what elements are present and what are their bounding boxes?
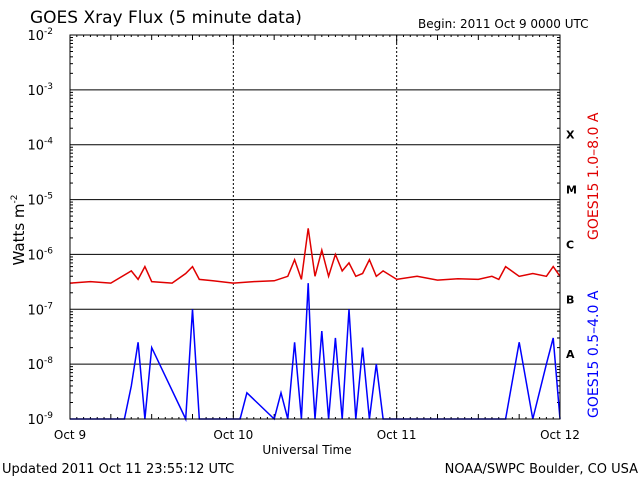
y-tick-base: 10 [27,139,44,154]
y-tick-label: 10-2 [27,27,53,44]
y-tick-exponent: -3 [44,82,53,92]
y-tick-base: 10 [27,84,44,99]
series-layer [69,228,561,422]
y-tick-label: 10-7 [27,301,53,318]
flare-class-label: B [566,293,574,306]
flare-class-label: A [566,348,575,361]
y-tick-exponent: -6 [44,246,53,256]
legend-long-channel: GOES15 1.0–8.0 A [586,112,602,240]
y-tick-label: 10-6 [27,246,53,263]
plot-frame [69,34,561,420]
legend-short-channel: GOES15 0.5–4.0 A [586,290,602,418]
y-axis-label-text: Watts m [10,203,28,265]
y-tick-label: 10-4 [27,137,53,154]
y-tick-exponent: -7 [44,301,53,311]
series-line-long [69,228,561,284]
y-axis-ticks: 10-210-310-410-510-610-710-810-9 [27,27,560,428]
y-tick-exponent: -9 [44,411,53,421]
flare-class-label: M [566,184,577,197]
y-tick-base: 10 [27,303,44,318]
data-source: NOAA/SWPC Boulder, CO USA [445,462,638,477]
x-tick-label: Oct 12 [540,428,580,442]
x-tick-label: Oct 10 [213,428,253,442]
chart-title: GOES Xray Flux (5 minute data) [30,8,302,28]
y-tick-base: 10 [27,413,44,428]
y-tick-label: 10-9 [27,411,53,428]
updated-timestamp: Updated 2011 Oct 11 23:55:12 UTC [2,462,234,477]
y-tick-base: 10 [27,29,44,44]
y-tick-exponent: -4 [44,137,53,147]
grid-layer [70,35,560,419]
begin-label: Begin: 2011 Oct 9 0000 UTC [418,17,589,31]
flare-class-label: C [566,238,574,251]
y-tick-base: 10 [27,194,44,209]
y-tick-base: 10 [27,358,44,373]
x-tick-label: Oct 9 [54,428,86,442]
y-tick-label: 10-5 [27,192,53,209]
y-axis-label: Watts m-2 [10,194,28,265]
x-axis-label: Universal Time [262,443,351,457]
y-tick-label: 10-8 [27,356,53,373]
y-tick-exponent: -8 [44,356,53,366]
y-tick-exponent: -5 [44,192,53,202]
flare-class-labels: X M C B A [566,129,577,361]
y-tick-base: 10 [27,248,44,263]
y-tick-label: 10-3 [27,82,53,99]
flare-class-label: X [566,129,575,142]
x-tick-label: Oct 11 [377,428,417,442]
y-axis-label-exponent: -2 [10,194,20,203]
series-line-short [70,283,561,422]
y-tick-exponent: -2 [44,27,53,37]
